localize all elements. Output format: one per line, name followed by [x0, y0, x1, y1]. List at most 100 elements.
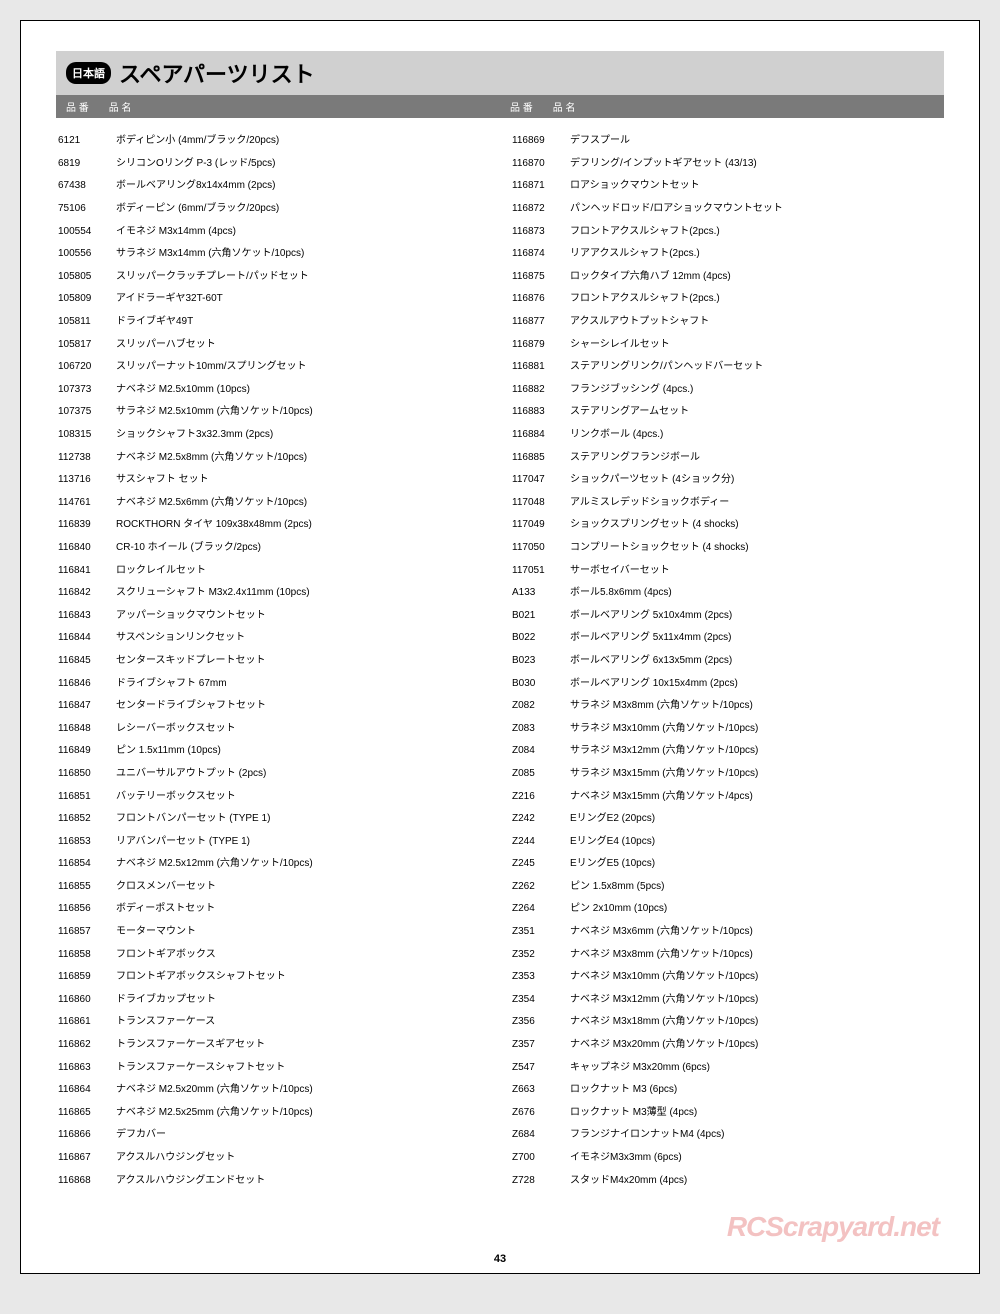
- part-name: EリングE5 (10pcs): [570, 859, 944, 869]
- part-name: ナベネジ M2.5x25mm (六角ソケット/10pcs): [116, 1108, 490, 1118]
- part-number: 116849: [56, 746, 116, 756]
- part-row: 116860ドライブカップセット: [56, 989, 490, 1012]
- part-name: ボディピン小 (4mm/ブラック/20pcs): [116, 136, 490, 146]
- part-name: アクスルハウジングエンドセット: [116, 1176, 490, 1186]
- part-name: トランスファーケースシャフトセット: [116, 1063, 490, 1073]
- part-name: ピン 2x10mm (10pcs): [570, 904, 944, 914]
- part-number: Z083: [510, 724, 570, 734]
- part-name: ナベネジ M3x18mm (六角ソケット/10pcs): [570, 1017, 944, 1027]
- part-row: 116859フロントギアボックスシャフトセット: [56, 966, 490, 989]
- part-name: EリングE2 (20pcs): [570, 814, 944, 824]
- part-row: 116847センタードライブシャフトセット: [56, 695, 490, 718]
- part-row: 116845センタースキッドプレートセット: [56, 650, 490, 673]
- part-row: 106720スリッパーナット10mm/スプリングセット: [56, 356, 490, 379]
- part-number: B022: [510, 633, 570, 643]
- part-name: アイドラーギヤ32T-60T: [116, 294, 490, 304]
- part-row: Z262ピン 1.5x8mm (5pcs): [510, 876, 944, 899]
- part-number: 107373: [56, 385, 116, 395]
- part-row: 105811ドライブギヤ49T: [56, 311, 490, 334]
- part-row: 116867アクスルハウジングセット: [56, 1147, 490, 1170]
- part-row: Z244EリングE4 (10pcs): [510, 830, 944, 853]
- part-number: Z357: [510, 1040, 570, 1050]
- part-name: ナベネジ M3x8mm (六角ソケット/10pcs): [570, 950, 944, 960]
- part-row: Z082サラネジ M3x8mm (六角ソケット/10pcs): [510, 695, 944, 718]
- part-name: フランジナイロンナットM4 (4pcs): [570, 1130, 944, 1140]
- part-row: 116872パンヘッドロッド/ロアショックマウントセット: [510, 198, 944, 221]
- parts-list-content: 6121ボディピン小 (4mm/ブラック/20pcs)6819シリコンOリング …: [56, 130, 944, 1192]
- part-name: ステアリングフランジボール: [570, 453, 944, 463]
- part-row: 116839ROCKTHORN タイヤ 109x38x48mm (2pcs): [56, 514, 490, 537]
- part-number: B023: [510, 656, 570, 666]
- part-name: スリッパーナット10mm/スプリングセット: [116, 362, 490, 372]
- part-name: アクスルハウジングセット: [116, 1153, 490, 1163]
- part-name: ステアリングアームセット: [570, 407, 944, 417]
- part-number: Z354: [510, 995, 570, 1005]
- part-name: フロントアクスルシャフト(2pcs.): [570, 294, 944, 304]
- part-row: 6121ボディピン小 (4mm/ブラック/20pcs): [56, 130, 490, 153]
- part-number: 116876: [510, 294, 570, 304]
- part-number: 114761: [56, 498, 116, 508]
- part-name: ドライブシャフト 67mm: [116, 679, 490, 689]
- part-number: 116877: [510, 317, 570, 327]
- part-row: 116885ステアリングフランジボール: [510, 446, 944, 469]
- part-name: サスシャフト セット: [116, 475, 490, 485]
- page-title: スペアパーツリスト: [119, 57, 315, 89]
- part-number: Z242: [510, 814, 570, 824]
- part-number: 113716: [56, 475, 116, 485]
- part-name: スリッパークラッチプレート/パッドセット: [116, 272, 490, 282]
- part-name: ナベネジ M2.5x6mm (六角ソケット/10pcs): [116, 498, 490, 508]
- part-number: Z700: [510, 1153, 570, 1163]
- part-row: 105809アイドラーギヤ32T-60T: [56, 288, 490, 311]
- part-name: アクスルアウトプットシャフト: [570, 317, 944, 327]
- part-name: リアアクスルシャフト(2pcs.): [570, 249, 944, 259]
- part-row: 116879シャーシレイルセット: [510, 333, 944, 356]
- part-name: ボールベアリング 6x13x5mm (2pcs): [570, 656, 944, 666]
- part-number: 116884: [510, 430, 570, 440]
- part-number: Z244: [510, 837, 570, 847]
- part-row: 116855クロスメンバーセット: [56, 876, 490, 899]
- part-name: サーボセイバーセット: [570, 566, 944, 576]
- part-number: 116862: [56, 1040, 116, 1050]
- part-name: サラネジ M3x12mm (六角ソケット/10pcs): [570, 746, 944, 756]
- part-row: Z676ロックナット M3薄型 (4pcs): [510, 1102, 944, 1125]
- part-number: Z356: [510, 1017, 570, 1027]
- part-row: 116857モーターマウント: [56, 921, 490, 944]
- part-row: Z351ナベネジ M3x6mm (六角ソケット/10pcs): [510, 921, 944, 944]
- part-name: フランジブッシング (4pcs.): [570, 385, 944, 395]
- page-container: 日本語 スペアパーツリスト 品 番 品 名 品 番 品 名 6121ボディピン小…: [20, 20, 980, 1274]
- part-number: 116845: [56, 656, 116, 666]
- part-name: デフリング/インプットギアセット (43/13): [570, 159, 944, 169]
- watermark: RCScrapyard.net: [727, 1211, 939, 1243]
- part-name: イモネジ M3x14mm (4pcs): [116, 227, 490, 237]
- part-number: 116848: [56, 724, 116, 734]
- part-row: Z663ロックナット M3 (6pcs): [510, 1079, 944, 1102]
- part-name: ナベネジ M2.5x10mm (10pcs): [116, 385, 490, 395]
- part-row: Z084サラネジ M3x12mm (六角ソケット/10pcs): [510, 740, 944, 763]
- part-number: 116873: [510, 227, 570, 237]
- part-row: 100554イモネジ M3x14mm (4pcs): [56, 220, 490, 243]
- part-number: 116885: [510, 453, 570, 463]
- part-row: 116876フロントアクスルシャフト(2pcs.): [510, 288, 944, 311]
- right-column: 116869デフスプール116870デフリング/インプットギアセット (43/1…: [510, 130, 944, 1192]
- part-name: ナベネジ M3x10mm (六角ソケット/10pcs): [570, 972, 944, 982]
- title-bar: 日本語 スペアパーツリスト: [56, 51, 944, 95]
- part-row: B023ボールベアリング 6x13x5mm (2pcs): [510, 650, 944, 673]
- part-number: 75106: [56, 204, 116, 214]
- part-row: 116874リアアクスルシャフト(2pcs.): [510, 243, 944, 266]
- part-name: サラネジ M3x8mm (六角ソケット/10pcs): [570, 701, 944, 711]
- part-number: 116843: [56, 611, 116, 621]
- part-name: ドライブカップセット: [116, 995, 490, 1005]
- part-number: 116847: [56, 701, 116, 711]
- part-row: 116865ナベネジ M2.5x25mm (六角ソケット/10pcs): [56, 1102, 490, 1125]
- part-number: 67438: [56, 181, 116, 191]
- part-row: 108315ショックシャフト3x32.3mm (2pcs): [56, 424, 490, 447]
- part-row: 116863トランスファーケースシャフトセット: [56, 1056, 490, 1079]
- part-number: 116839: [56, 520, 116, 530]
- part-number: 116844: [56, 633, 116, 643]
- part-number: 108315: [56, 430, 116, 440]
- part-number: 116846: [56, 679, 116, 689]
- part-name: パンヘッドロッド/ロアショックマウントセット: [570, 204, 944, 214]
- left-column: 6121ボディピン小 (4mm/ブラック/20pcs)6819シリコンOリング …: [56, 130, 490, 1192]
- part-name: サスペンションリンクセット: [116, 633, 490, 643]
- part-number: Z684: [510, 1130, 570, 1140]
